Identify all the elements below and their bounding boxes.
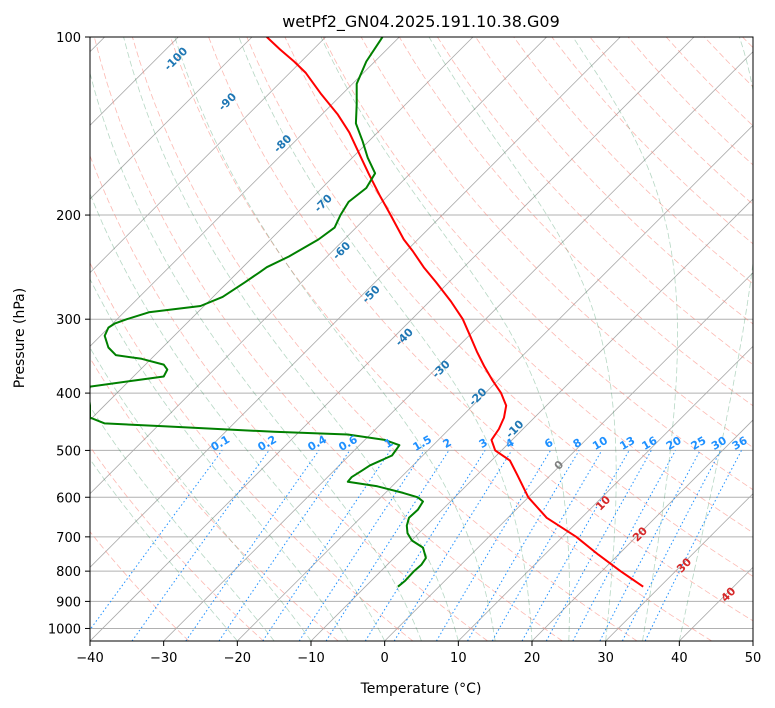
dry-adiabat-line	[437, 37, 753, 366]
dry-adiabat-line	[513, 37, 753, 285]
isotherm-line	[163, 51, 753, 641]
isotherm-line	[90, 37, 400, 347]
x-tick-label: −40	[76, 651, 103, 666]
dry-adiabat-line	[93, 37, 563, 641]
mixing-ratio-line	[262, 450, 391, 641]
x-tick-label: 20	[524, 651, 541, 666]
x-tick-label: 0	[381, 651, 389, 666]
y-tick-label: 500	[56, 444, 81, 459]
moist-adiabat-line	[123, 37, 459, 641]
dry-adiabat-line	[90, 446, 264, 641]
isotherm-line	[237, 124, 753, 641]
y-tick-label: 700	[56, 531, 81, 546]
isotherm-line	[90, 37, 474, 421]
isotherm-line	[90, 37, 253, 200]
y-tick-label: 800	[56, 565, 81, 580]
mixing-ratio-line	[325, 450, 450, 641]
mixing-ratio-line	[185, 450, 320, 641]
y-tick-label: 100	[56, 31, 81, 46]
mixing-ratio-line	[621, 450, 722, 641]
mixing-ratio-line	[218, 450, 351, 641]
x-axis-label: Temperature (°C)	[360, 681, 482, 697]
mixing-ratio-line	[521, 450, 630, 641]
x-tick-label: 10	[450, 651, 467, 666]
moist-adiabat-line	[678, 37, 753, 641]
isotherm-line	[458, 345, 753, 641]
temperature-line	[266, 37, 644, 588]
y-tick-label: 200	[56, 209, 81, 224]
moist-adiabat-line	[90, 405, 275, 641]
x-tick-label: −10	[297, 651, 324, 666]
isotherm-line	[531, 419, 753, 641]
dry-adiabat-line	[170, 37, 712, 641]
dry-adiabat-line	[398, 37, 753, 407]
mixing-ratio-line	[131, 450, 270, 641]
dry-adiabat-line	[90, 262, 414, 641]
moist-adiabat-line	[320, 37, 570, 641]
mixing-ratio-line	[393, 450, 513, 641]
dry-adiabat-line	[90, 531, 190, 641]
x-tick-label: 50	[745, 651, 762, 666]
moist-adiabat-line	[90, 71, 422, 641]
isotherm-line	[90, 37, 621, 568]
moist-adiabat-line	[90, 458, 238, 641]
dry-adiabat-line	[208, 37, 753, 622]
isotherm-line	[752, 640, 753, 641]
y-tick-label: 900	[56, 595, 81, 610]
moist-adiabat-line	[572, 37, 678, 641]
x-tick-label: 30	[597, 651, 614, 666]
moist-adiabat-line	[428, 37, 617, 641]
x-tick-label: −30	[150, 651, 177, 666]
dry-adiabat-line	[90, 154, 488, 641]
mixing-ratio-line	[90, 450, 223, 631]
moist-adiabat-line	[238, 37, 533, 641]
mixing-ratio-line	[545, 450, 652, 641]
y-axis-label: Pressure (hPa)	[12, 288, 28, 388]
mixing-ratio-line	[572, 450, 676, 641]
dewpoint-line	[90, 37, 427, 588]
y-tick-label: 600	[56, 491, 81, 506]
moist-adiabat-line	[90, 192, 386, 641]
plot-frame	[89, 36, 754, 642]
y-tick-label: 300	[56, 313, 81, 328]
isotherm-line	[605, 493, 753, 641]
dry-adiabat-line	[90, 357, 339, 641]
isotherm-line	[90, 37, 695, 641]
x-axis: −40 −30 −20 −10 0 10 20 30 40 50	[76, 641, 761, 666]
plot-background	[90, 37, 753, 641]
dry-adiabat-line	[132, 37, 638, 641]
isotherm-line	[90, 37, 326, 274]
mixing-ratio-line	[644, 450, 742, 641]
dry-adiabat-line	[360, 37, 753, 448]
profile-lines	[90, 37, 644, 588]
moist-adiabat-line	[174, 37, 496, 641]
x-tick-label: −20	[224, 651, 251, 666]
dry-adiabat-line	[284, 37, 753, 534]
y-tick-label: 1000	[48, 622, 81, 637]
y-axis: 100 200 300 400 500 600 700 800 900 1000	[48, 31, 90, 637]
moist-adiabat-line	[90, 346, 312, 641]
isotherm-line	[384, 272, 753, 641]
x-tick-label: 40	[671, 651, 688, 666]
mixing-ratio-line	[298, 450, 425, 641]
dry-adiabat-line	[246, 37, 753, 577]
isotherm-line	[90, 37, 547, 495]
background-lines	[90, 37, 753, 641]
chart-title: wetPf2_GN04.2025.191.10.38.G09	[282, 12, 560, 32]
moist-adiabat-line	[90, 278, 349, 641]
y-tick-label: 400	[56, 387, 81, 402]
